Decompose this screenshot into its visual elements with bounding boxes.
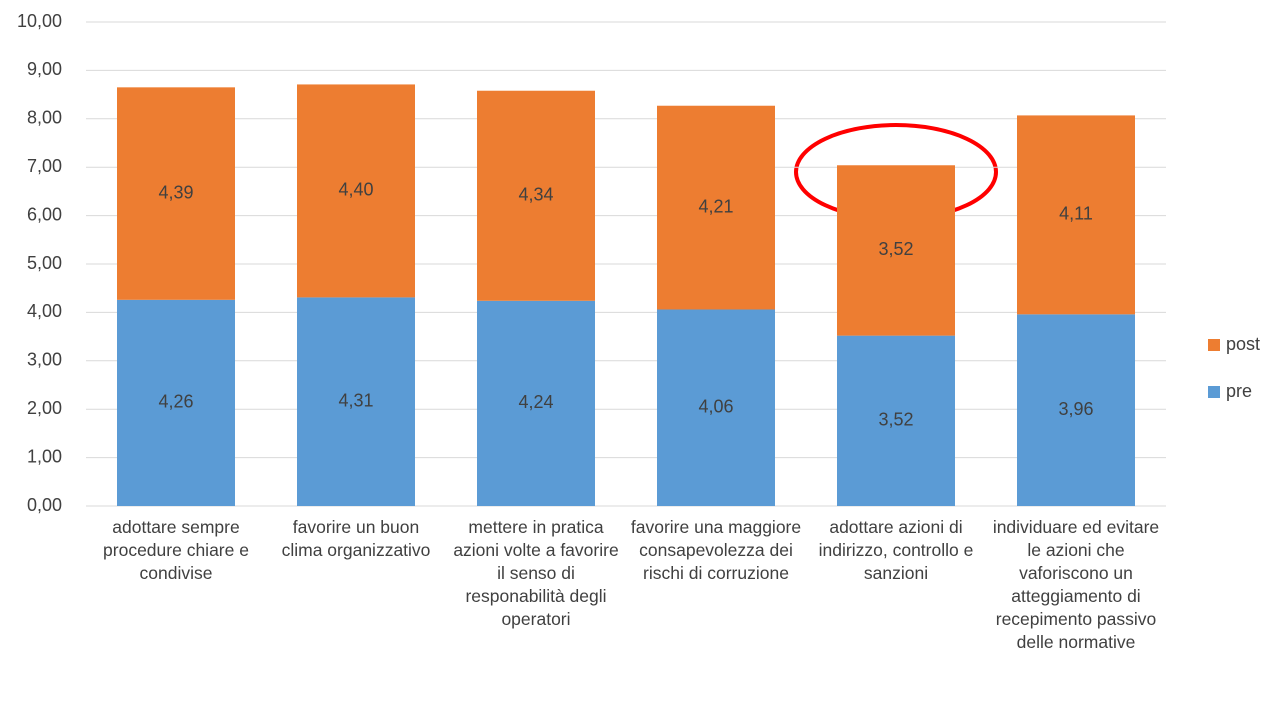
data-label: 4,11 [1059,204,1093,224]
legend-swatch [1208,386,1220,398]
y-tick-label: 10,00 [17,11,62,31]
x-tick-label: favorire un buon clima organizzativo [281,517,431,560]
y-tick-label: 3,00 [27,350,62,370]
y-tick-label: 7,00 [27,156,62,176]
x-tick-label: individuare ed evitare le azioni che vaf… [992,517,1160,652]
bar-segment [657,105,775,310]
x-tick-label: adottare azioni di indirizzo, controllo … [818,517,974,583]
x-tick-label: adottare sempre procedure chiare e condi… [103,517,249,583]
data-label: 4,21 [698,196,733,216]
y-tick-label: 2,00 [27,398,62,418]
data-label: 4,26 [158,392,193,412]
bar-segment [657,309,775,506]
y-tick-label: 8,00 [27,108,62,128]
data-label: 4,31 [338,390,373,410]
bar-segment [477,90,595,301]
bar-segment [837,335,955,506]
legend-swatch [1208,339,1220,351]
y-tick-label: 9,00 [27,59,62,79]
bar-segment [297,297,415,506]
data-label: 4,06 [698,396,733,416]
bar-segment [117,299,235,506]
bar-segment [297,84,415,298]
data-label: 3,96 [1058,399,1093,419]
y-tick-label: 4,00 [27,301,62,321]
x-tick-label: favorire una maggiore consapevolezza dei… [630,517,802,583]
y-tick-label: 6,00 [27,204,62,224]
data-label: 4,24 [518,392,553,412]
y-tick-label: 1,00 [27,446,62,466]
bar-segment [1017,314,1135,506]
data-label: 4,34 [518,185,553,205]
bar-segment [117,87,235,300]
data-label: 4,40 [338,180,373,200]
legend-label: post [1226,334,1260,354]
y-tick-label: 0,00 [27,495,62,515]
bar-segment [1017,115,1135,315]
data-label: 4,39 [158,182,193,202]
y-tick-label: 5,00 [27,253,62,273]
x-tick-label: mettere in pratica azioni volte a favori… [453,517,619,629]
bar-segment [837,165,955,336]
data-label: 3,52 [878,239,913,259]
legend-label: pre [1226,381,1252,401]
data-label: 3,52 [878,410,913,430]
bar-segment [477,300,595,506]
